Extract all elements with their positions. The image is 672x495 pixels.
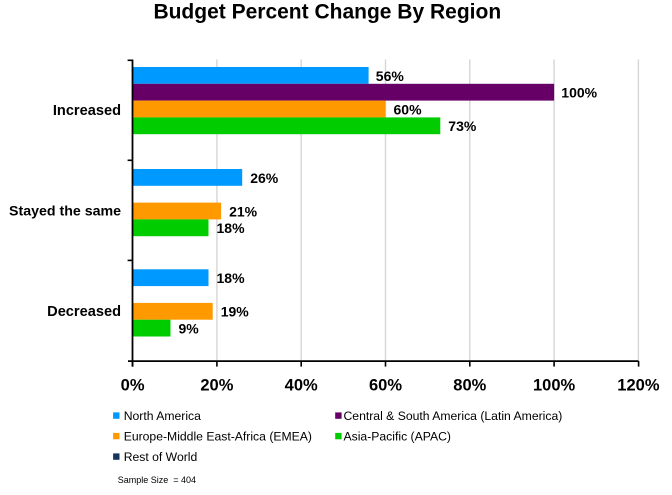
svg-text:26%: 26% — [250, 170, 279, 186]
svg-text:40%: 40% — [285, 377, 318, 395]
svg-text:Rest of World: Rest of World — [124, 450, 198, 464]
svg-text:Europe-Middle East-Africa (EME: Europe-Middle East-Africa (EMEA) — [124, 430, 312, 444]
svg-text:80%: 80% — [453, 377, 486, 395]
svg-text:Budget Percent Change By Regio: Budget Percent Change By Region — [153, 1, 501, 24]
svg-text:0%: 0% — [121, 377, 145, 395]
svg-text:120%: 120% — [617, 377, 660, 395]
svg-text:Stayed the same: Stayed the same — [9, 204, 121, 220]
svg-text:60%: 60% — [394, 101, 423, 117]
svg-text:Increased: Increased — [53, 103, 121, 119]
svg-text:18%: 18% — [217, 270, 246, 286]
svg-text:North America: North America — [124, 409, 201, 423]
svg-text:19%: 19% — [221, 304, 250, 320]
svg-text:56%: 56% — [376, 68, 405, 84]
svg-text:Decreased: Decreased — [47, 304, 121, 320]
svg-text:100%: 100% — [533, 377, 576, 395]
svg-text:73%: 73% — [448, 118, 477, 134]
svg-text:20%: 20% — [200, 377, 233, 395]
svg-text:Asia-Pacific (APAC): Asia-Pacific (APAC) — [344, 430, 451, 444]
svg-text:Sample Size = 404: Sample Size = 404 — [118, 475, 196, 485]
svg-text:18%: 18% — [217, 220, 246, 236]
svg-text:9%: 9% — [179, 321, 200, 337]
svg-text:100%: 100% — [561, 85, 597, 101]
svg-text:21%: 21% — [229, 203, 258, 219]
svg-text:60%: 60% — [369, 377, 402, 395]
svg-text:Central & South America (Latin: Central & South America (Latin America) — [344, 409, 563, 423]
